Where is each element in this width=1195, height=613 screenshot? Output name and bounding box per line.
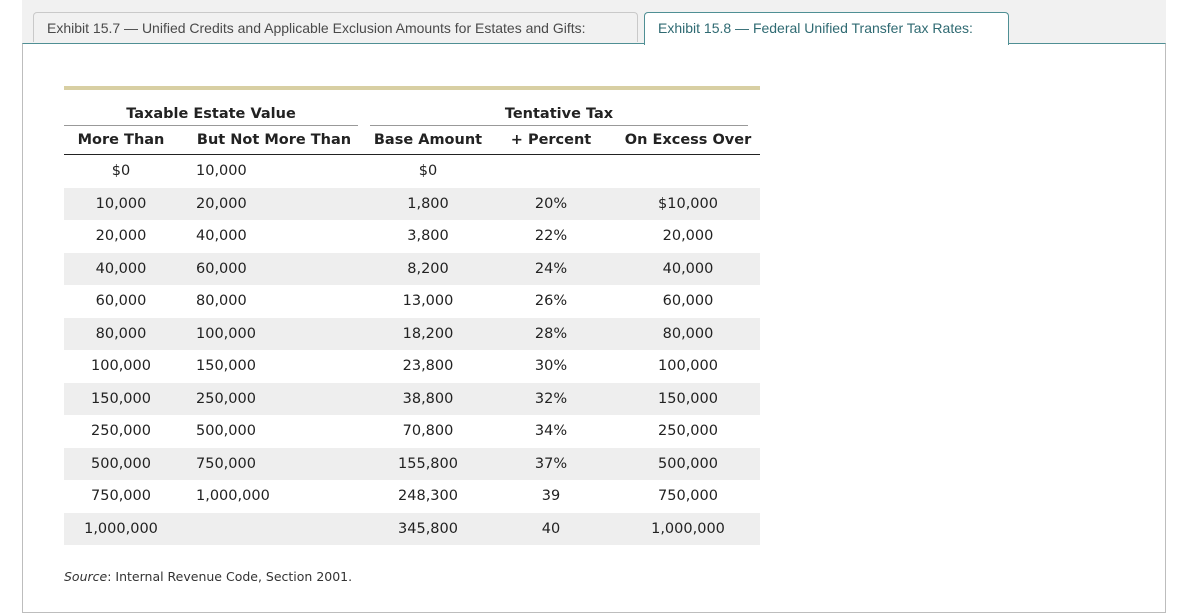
cell-percent: 30% — [534, 358, 568, 375]
cell-not-more-than — [178, 512, 370, 545]
cell-excess-over: 60,000 — [662, 293, 714, 310]
cell-not-more-than: 100,000 — [178, 317, 370, 350]
cell-percent: 24% — [486, 252, 616, 285]
cell-not-more-than: 150,000 — [196, 358, 256, 375]
col-header-percent: + Percent — [486, 126, 616, 155]
cell-base-amount: 38,800 — [370, 382, 486, 415]
cell-more-than: 10,000 — [64, 187, 178, 220]
source-note: Source: Internal Revenue Code, Section 2… — [64, 569, 352, 584]
cell-base-amount: 23,800 — [402, 358, 454, 375]
table-row: 60,000 80,000 13,000 26% 60,000 — [64, 285, 760, 318]
table-row: 10,000 20,000 1,800 20% $10,000 — [64, 187, 760, 220]
cell-not-more-than: 750,000 — [178, 447, 370, 480]
cell-excess-over: 500,000 — [616, 447, 760, 480]
cell-percent: 40 — [486, 512, 616, 545]
cell-percent: 26% — [534, 293, 568, 310]
cell-excess-over: 20,000 — [662, 228, 714, 245]
source-text: : Internal Revenue Code, Section 2001. — [107, 569, 353, 584]
cell-not-more-than: 80,000 — [196, 293, 247, 310]
table-row: 250,000 500,000 70,800 34% 250,000 — [64, 415, 760, 448]
cell-excess-over — [616, 155, 760, 188]
table-row: 80,000 100,000 18,200 28% 80,000 — [64, 317, 760, 350]
source-label: Source — [64, 569, 108, 584]
group-header-tentative-tax: Tentative Tax — [370, 100, 760, 126]
cell-not-more-than: 40,000 — [196, 228, 247, 245]
cell-not-more-than: 20,000 — [178, 187, 370, 220]
cell-not-more-than: 60,000 — [178, 252, 370, 285]
col-header-base-amount: Base Amount — [370, 126, 486, 155]
col-header-excess-over: On Excess Over — [616, 126, 760, 155]
cell-excess-over: 80,000 — [616, 317, 760, 350]
cell-excess-over: 250,000 — [658, 423, 718, 440]
cell-percent: 28% — [486, 317, 616, 350]
cell-more-than: 1,000,000 — [64, 512, 178, 545]
tab-exhibit-15-7[interactable]: Exhibit 15.7 — Unified Credits and Appli… — [33, 12, 638, 42]
cell-base-amount: 8,200 — [370, 252, 486, 285]
cell-more-than: 750,000 — [91, 488, 151, 505]
cell-not-more-than: 1,000,000 — [196, 488, 270, 505]
table-row: 500,000 750,000 155,800 37% 500,000 — [64, 447, 760, 480]
table-row: 100,000 150,000 23,800 30% 100,000 — [64, 350, 760, 383]
table-row: 1,000,000 345,800 40 1,000,000 — [64, 512, 760, 545]
tax-rate-table: Taxable Estate Value Tentative Tax More … — [64, 100, 760, 545]
table-row: 750,000 1,000,000 248,300 39 750,000 — [64, 480, 760, 513]
cell-more-than: 500,000 — [64, 447, 178, 480]
table-top-rule — [64, 86, 760, 90]
cell-base-amount: 1,800 — [370, 187, 486, 220]
cell-percent: 37% — [486, 447, 616, 480]
cell-more-than: 250,000 — [91, 423, 151, 440]
table-row: 40,000 60,000 8,200 24% 40,000 — [64, 252, 760, 285]
cell-excess-over: 1,000,000 — [616, 512, 760, 545]
cell-not-more-than: 500,000 — [196, 423, 256, 440]
cell-percent: 22% — [534, 228, 568, 245]
cell-percent: 20% — [486, 187, 616, 220]
col-header-more-than: More Than — [64, 126, 178, 155]
cell-percent — [486, 155, 616, 188]
table-row: 20,000 40,000 3,800 22% 20,000 — [64, 220, 760, 253]
cell-excess-over: $10,000 — [616, 187, 760, 220]
table-row: $0 10,000 $0 — [64, 155, 760, 188]
cell-excess-over: 750,000 — [658, 488, 718, 505]
cell-base-amount: 70,800 — [402, 423, 454, 440]
col-header-not-more-than: But Not More Than — [178, 126, 370, 155]
cell-base-amount: $0 — [418, 163, 438, 180]
cell-excess-over: 40,000 — [616, 252, 760, 285]
cell-base-amount: 345,800 — [370, 512, 486, 545]
cell-base-amount: 248,300 — [398, 488, 458, 505]
cell-percent: 39 — [541, 488, 561, 505]
cell-base-amount: 18,200 — [370, 317, 486, 350]
cell-percent: 34% — [534, 423, 568, 440]
cell-more-than: 100,000 — [91, 358, 151, 375]
table-row: 150,000 250,000 38,800 32% 150,000 — [64, 382, 760, 415]
cell-more-than: 150,000 — [64, 382, 178, 415]
cell-base-amount: 3,800 — [407, 228, 449, 245]
cell-base-amount: 13,000 — [402, 293, 454, 310]
cell-more-than: 20,000 — [95, 228, 147, 245]
cell-base-amount: 155,800 — [370, 447, 486, 480]
group-header-taxable-estate: Taxable Estate Value — [64, 100, 370, 126]
cell-excess-over: 100,000 — [658, 358, 718, 375]
cell-excess-over: 150,000 — [616, 382, 760, 415]
cell-not-more-than: 10,000 — [196, 163, 247, 180]
cell-more-than: 80,000 — [64, 317, 178, 350]
cell-percent: 32% — [486, 382, 616, 415]
cell-more-than: 60,000 — [95, 293, 147, 310]
cell-more-than: $0 — [111, 163, 131, 180]
cell-not-more-than: 250,000 — [178, 382, 370, 415]
cell-more-than: 40,000 — [64, 252, 178, 285]
tab-exhibit-15-8[interactable]: Exhibit 15.8 — Federal Unified Transfer … — [644, 12, 1009, 45]
